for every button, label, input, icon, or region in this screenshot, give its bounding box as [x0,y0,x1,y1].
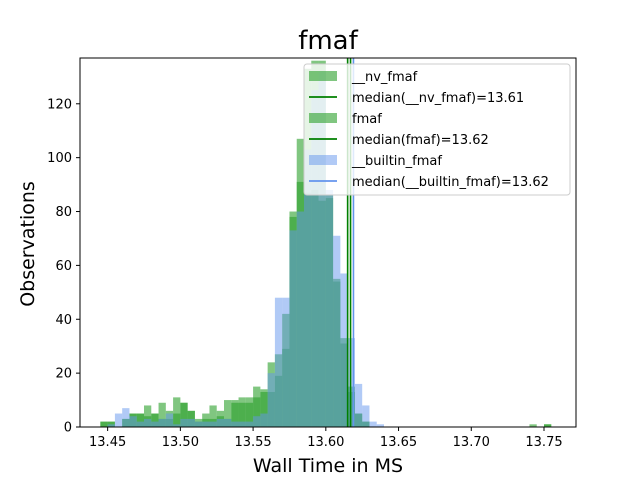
legend-swatch [309,71,337,81]
histogram-bar [122,408,130,427]
legend-label: __nv_fmaf [351,70,418,85]
x-tick-label: 13.45 [89,435,126,450]
histogram-bar [224,400,232,427]
histogram-bar [107,424,115,427]
histogram-bar [253,416,261,427]
legend-label: fmaf [352,112,382,127]
x-tick-label: 13.50 [162,435,199,450]
x-axis-label: Wall Time in MS [253,455,403,477]
histogram-bar [129,416,137,427]
histogram-bar [173,397,181,427]
histogram-bar [260,413,268,427]
y-axis-label: Observations [17,181,39,307]
histogram-bar [151,421,159,427]
histogram-bar [238,421,246,427]
legend-label: median(__nv_fmaf)=13.61 [352,91,524,106]
axes-frame [79,57,577,428]
histogram-bar [529,424,537,427]
histogram-bar [282,297,290,427]
x-tick-label: 13.70 [453,435,490,450]
histogram-bar [100,421,108,427]
histogram-bar [544,424,552,427]
legend-label: median(__builtin_fmaf)=13.62 [352,175,549,190]
y-tick-label: 20 [55,367,72,382]
histogram-bar [180,402,188,427]
histogram-bar [325,189,334,427]
legend-swatch [309,155,337,165]
histogram-bar [362,405,370,427]
x-tick-label: 13.55 [234,435,271,450]
histogram-bar [318,71,326,427]
histogram-bar [209,421,217,427]
histogram-bar [158,418,166,427]
y-axis: 0 20 40 60 80 100 120 [47,97,80,436]
y-tick-label: 80 [55,205,72,220]
histogram-bar [354,383,363,427]
histogram-bar [144,405,152,427]
histogram-bar [253,397,261,427]
histogram-bar [304,149,312,427]
histogram-bar [194,421,203,427]
histogram-bar [245,402,254,427]
histogram-bar [165,413,174,427]
legend-box [303,63,571,196]
histogram-bar [231,402,239,427]
legend-swatch [309,113,337,123]
histogram-bar [151,413,159,427]
histogram-bar [369,421,377,427]
histogram-bar [144,418,152,427]
histogram-bar [224,418,232,427]
y-tick-label: 0 [64,421,72,436]
histogram-bar [274,297,283,427]
chart-title: fmaf [298,26,358,56]
histogram-bar [136,421,144,427]
histogram-bar [187,418,195,427]
y-tick-label: 60 [55,259,72,274]
x-tick-label: 13.75 [525,435,562,450]
histogram-bar [260,389,268,427]
x-tick-label: 13.60 [307,435,344,450]
histogram-bar [114,413,123,427]
histogram-bar [376,424,384,427]
histogram-bar [238,402,246,427]
histogram-bar [209,405,217,427]
y-tick-label: 40 [55,313,72,328]
x-tick-label: 13.65 [380,435,417,450]
histogram-bars [100,60,552,428]
plot-area [100,58,552,428]
histogram-bar [296,211,304,427]
y-tick-label: 120 [47,97,72,112]
legend-label: median(fmaf)=13.62 [352,133,489,148]
x-axis: 13.45 13.50 13.55 13.60 13.65 13.70 13.75 [89,427,563,450]
histogram-bar [180,418,188,427]
histogram-bar [267,373,275,427]
histogram-bar [158,402,166,427]
histogram-bar [136,413,144,427]
histogram-bar [202,421,210,427]
y-tick-label: 100 [47,151,72,166]
histogram-bar [231,421,239,427]
legend-label: __builtin_fmaf [351,154,442,169]
histogram-bar [173,413,181,427]
histogram-bar [216,418,224,427]
histogram-bar [340,273,348,427]
histogram-bar [173,424,181,427]
histogram-bar [333,235,341,427]
histogram-bar [289,230,297,427]
histogram-bar [245,421,254,427]
histogram-bar [311,90,319,427]
